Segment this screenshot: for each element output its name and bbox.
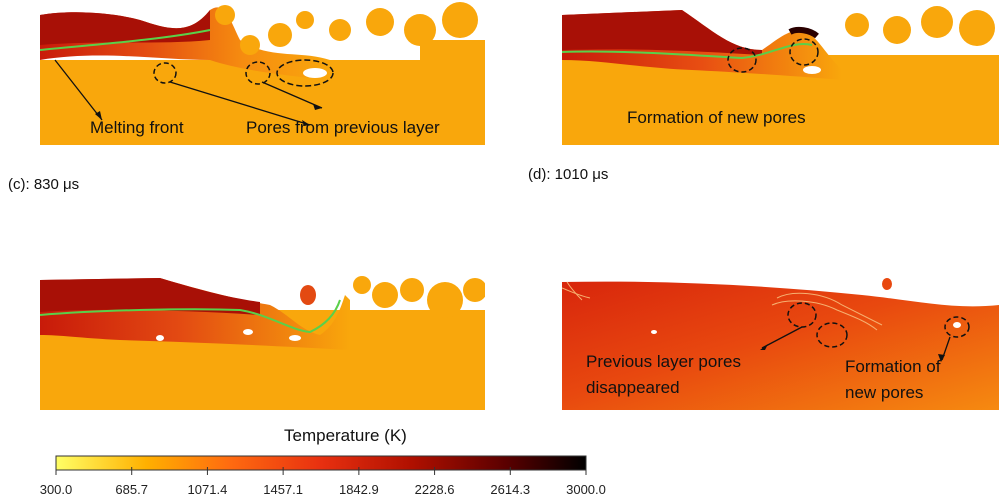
colorbar-tick-label: 1457.1 — [263, 482, 304, 497]
annotation-prev-pores-disappeared-line1: Previous layer pores — [586, 352, 741, 371]
annotation-prev-pores-disappeared-line2: disappeared — [586, 378, 680, 397]
panel-b-simulation — [562, 6, 999, 145]
annotation-formation-new-pores: Formation of new pores — [627, 108, 806, 127]
colorbar-tick-label: 2614.3 — [490, 482, 531, 497]
panel-d-simulation — [562, 278, 999, 410]
colorbar-tick-label: 2228.6 — [414, 482, 455, 497]
colorbar — [55, 455, 587, 475]
annotation-melting-front: Melting front — [90, 118, 184, 137]
colorbar-tick-label: 3000.0 — [566, 482, 606, 497]
colorbar-tick-label: 300.0 — [39, 482, 73, 497]
annotation-formation-new-pores-line1: Formation of — [845, 357, 941, 376]
colorbar-tick-label: 1071.4 — [187, 482, 228, 497]
panel-d-time-label: (d): 1010 μs — [528, 166, 609, 183]
panel-c-simulation — [40, 276, 485, 410]
panel-c-time-label: (c): 830 μs — [8, 176, 80, 193]
colorbar-tick-label: 1842.9 — [338, 482, 379, 497]
colorbar-tick-label: 685.7 — [115, 482, 148, 497]
panel-a-simulation — [40, 2, 485, 145]
annotation-pores-previous-layer: Pores from previous layer — [246, 118, 440, 137]
annotation-formation-new-pores-line2: new pores — [845, 383, 924, 402]
colorbar-title: Temperature (K) — [284, 426, 407, 445]
